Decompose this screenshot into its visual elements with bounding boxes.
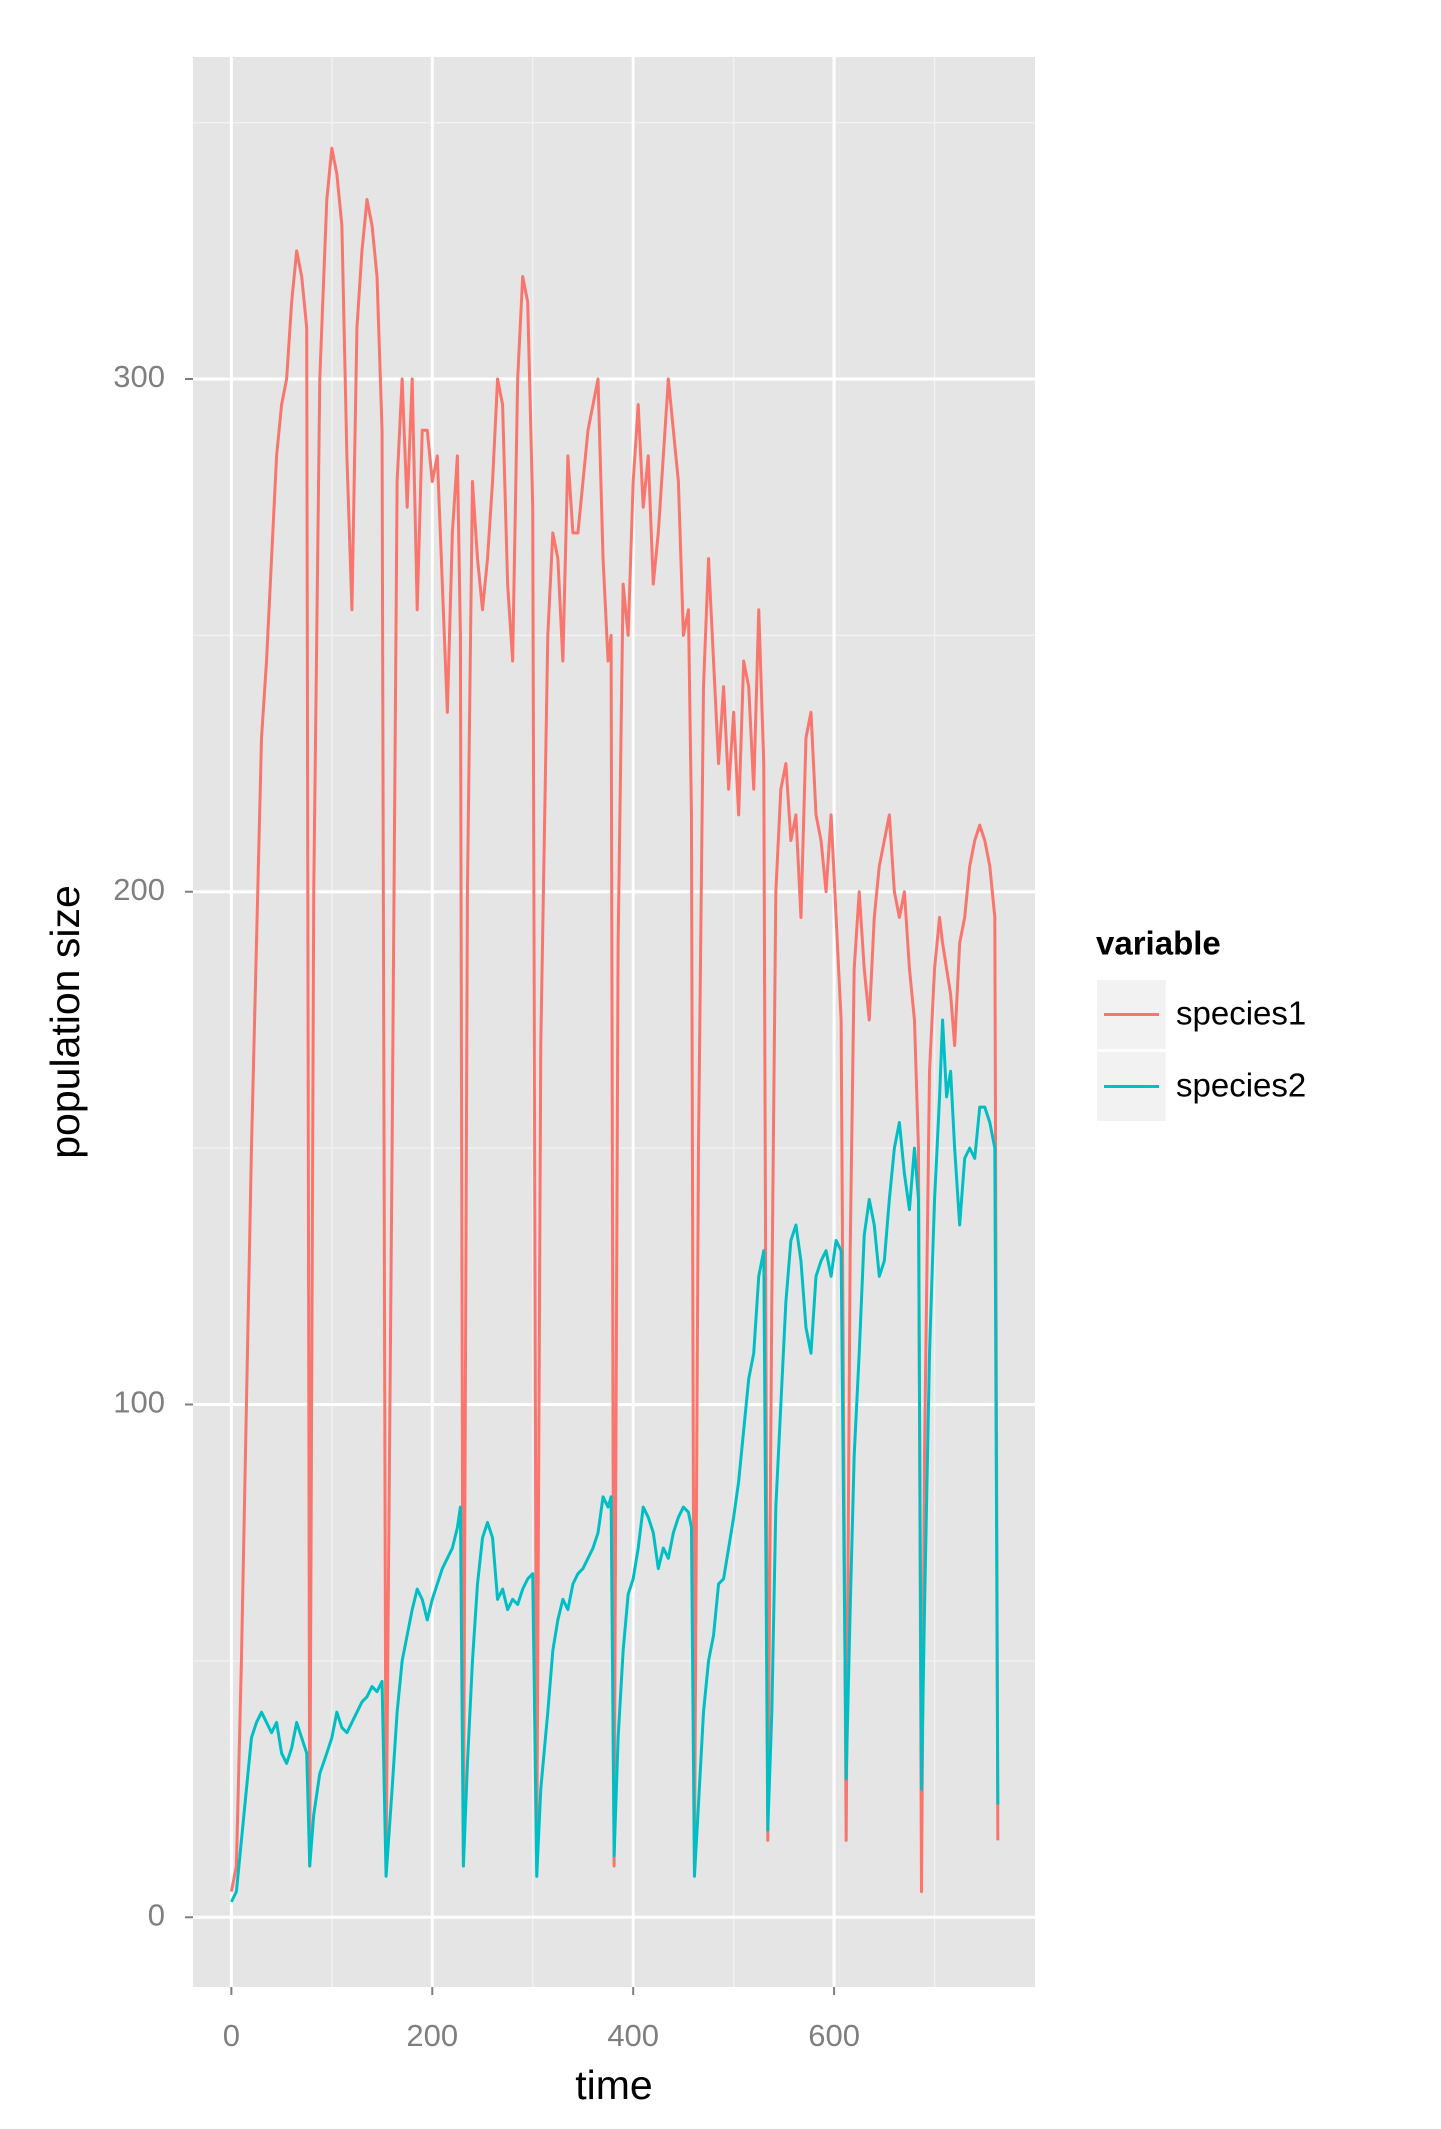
- series-line: [229, 146, 1000, 1894]
- series-line: [230, 1018, 1000, 1903]
- y-axis-title: population size: [42, 885, 88, 1159]
- y-tick-label: 200: [113, 872, 165, 907]
- legend-label: species2: [1176, 1067, 1306, 1104]
- y-tick-label: 300: [113, 359, 165, 394]
- x-tick-label: 200: [406, 2018, 458, 2053]
- y-tick-label: 100: [113, 1385, 165, 1420]
- x-tick-label: 400: [607, 2018, 659, 2053]
- axes: 0 200 400 600 0 100 200 300: [113, 359, 860, 2053]
- legend-title: variable: [1096, 925, 1221, 962]
- x-axis-title: time: [575, 2062, 652, 2108]
- lines: [229, 146, 1000, 1903]
- x-tick-label: 0: [223, 2018, 240, 2053]
- legend-label: species1: [1176, 995, 1306, 1032]
- legend: variable species1 species2: [1096, 925, 1306, 1121]
- x-tick-label: 600: [808, 2018, 860, 2053]
- y-tick-label: 0: [148, 1897, 165, 1932]
